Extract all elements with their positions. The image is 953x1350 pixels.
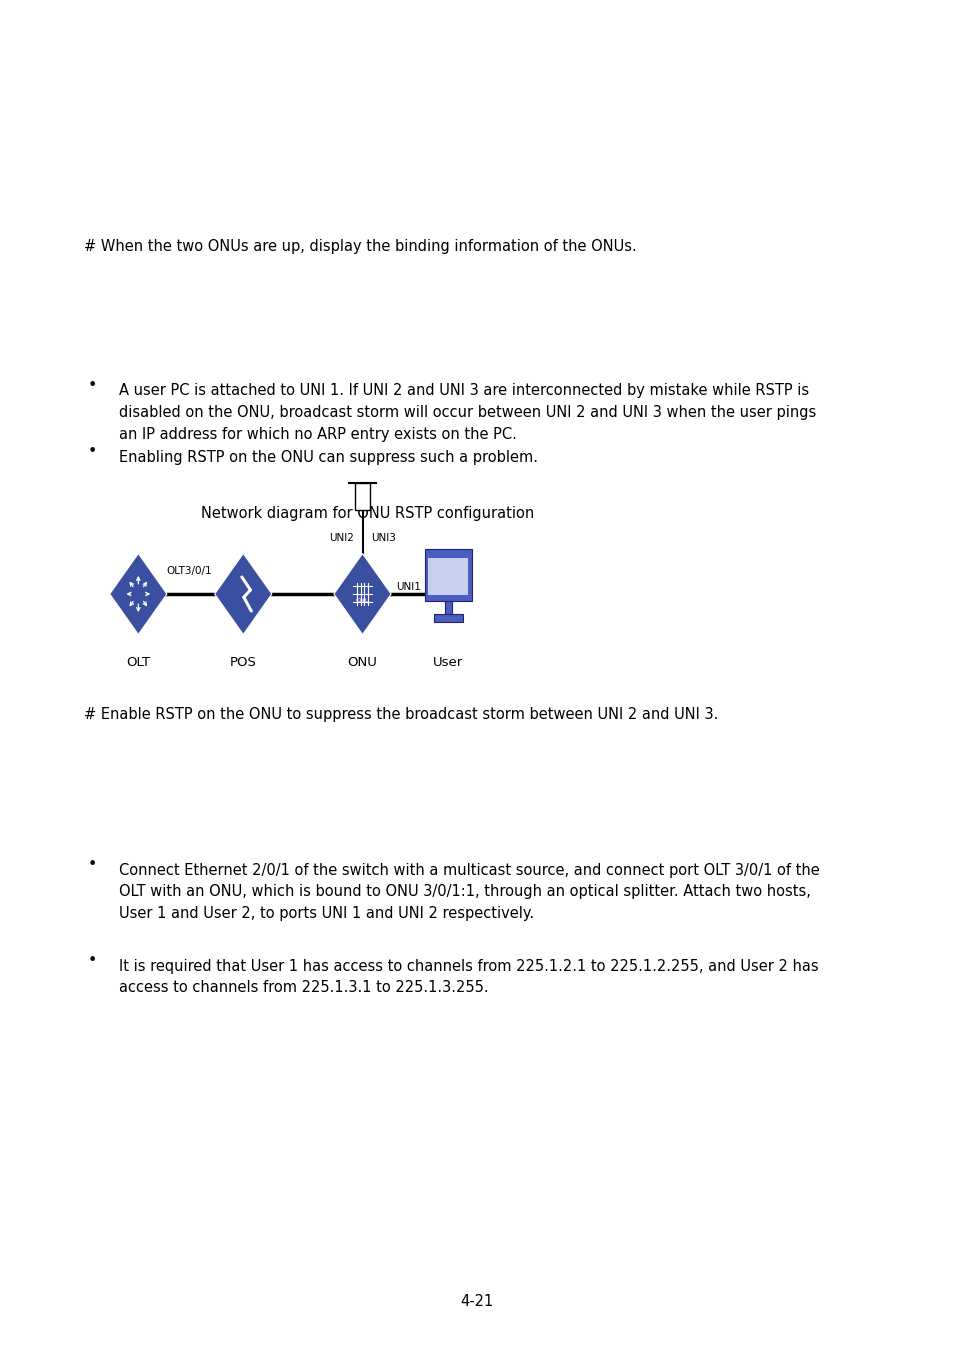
Text: # When the two ONUs are up, display the binding information of the ONUs.: # When the two ONUs are up, display the … bbox=[84, 239, 636, 254]
Text: •: • bbox=[88, 953, 97, 968]
Text: OLT3/0/1: OLT3/0/1 bbox=[166, 566, 212, 575]
Text: UNI3: UNI3 bbox=[371, 533, 395, 543]
Text: OLT: OLT bbox=[126, 656, 151, 670]
FancyBboxPatch shape bbox=[428, 558, 468, 595]
Text: ONU: ONU bbox=[347, 656, 377, 670]
FancyBboxPatch shape bbox=[355, 483, 370, 510]
Text: •: • bbox=[88, 444, 97, 459]
Text: UNI2: UNI2 bbox=[329, 533, 354, 543]
FancyBboxPatch shape bbox=[434, 614, 462, 622]
Text: 4-21: 4-21 bbox=[460, 1295, 493, 1309]
Text: •: • bbox=[88, 857, 97, 872]
Text: A user PC is attached to UNI 1. If UNI 2 and UNI 3 are interconnected by mistake: A user PC is attached to UNI 1. If UNI 2… bbox=[119, 383, 816, 441]
Text: Enabling RSTP on the ONU can suppress such a problem.: Enabling RSTP on the ONU can suppress su… bbox=[119, 450, 537, 464]
Polygon shape bbox=[334, 554, 391, 634]
Text: User: User bbox=[433, 656, 463, 670]
Text: •: • bbox=[88, 378, 97, 393]
Text: It is required that User 1 has access to channels from 225.1.2.1 to 225.1.2.255,: It is required that User 1 has access to… bbox=[119, 958, 818, 995]
Polygon shape bbox=[110, 554, 167, 634]
Polygon shape bbox=[214, 554, 272, 634]
Text: ONU: ONU bbox=[355, 598, 369, 602]
FancyBboxPatch shape bbox=[444, 601, 452, 614]
Text: UNI1: UNI1 bbox=[395, 582, 420, 593]
Text: POS: POS bbox=[230, 656, 256, 670]
Text: Connect Ethernet 2/0/1 of the switch with a multicast source, and connect port O: Connect Ethernet 2/0/1 of the switch wit… bbox=[119, 863, 820, 921]
FancyBboxPatch shape bbox=[424, 549, 472, 601]
Text: # Enable RSTP on the ONU to suppress the broadcast storm between UNI 2 and UNI 3: # Enable RSTP on the ONU to suppress the… bbox=[84, 707, 718, 722]
Text: Network diagram for ONU RSTP configuration: Network diagram for ONU RSTP configurati… bbox=[200, 506, 534, 521]
